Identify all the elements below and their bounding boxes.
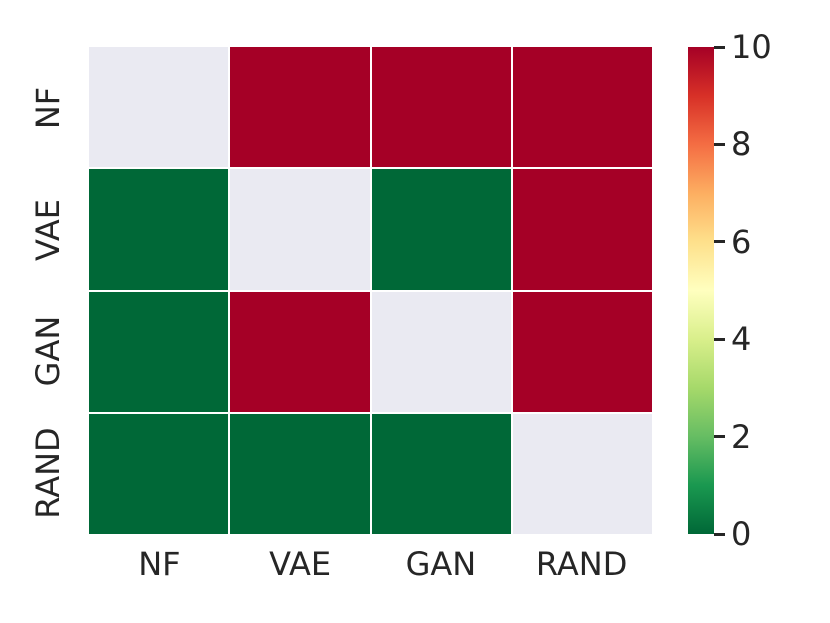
colorbar-tick-mark-2 [714, 435, 725, 439]
colorbar-tick-mark-0 [714, 532, 725, 536]
colorbar-tick-label-2: 2 [731, 417, 752, 456]
heatmap-cell-RAND-RAND [512, 413, 652, 534]
heatmap-cell-NF-NF [89, 47, 229, 168]
heatmap-cell-RAND-VAE [230, 413, 370, 534]
heatmap-cell-RAND-NF [89, 413, 229, 534]
colorbar-tick-mark-10 [714, 45, 725, 49]
heatmap-cell-GAN-GAN [371, 291, 511, 412]
y-tick-label-RAND: RAND [29, 427, 67, 519]
heatmap-cell-VAE-GAN [371, 169, 511, 290]
heatmap-cell-NF-VAE [230, 47, 370, 168]
colorbar-tick-mark-4 [714, 337, 725, 341]
heatmap-cell-GAN-RAND [512, 291, 652, 412]
x-tick-label-VAE: VAE [269, 545, 332, 583]
colorbar-tick-mark-8 [714, 142, 725, 146]
colorbar-tick-mark-6 [714, 240, 725, 244]
y-tick-label-VAE: VAE [29, 198, 67, 261]
colorbar-tick-label-10: 10 [731, 28, 772, 66]
heatmap-cell-VAE-NF [89, 169, 229, 290]
y-tick-label-NF: NF [29, 86, 67, 130]
x-tick-label-RAND: RAND [535, 545, 628, 583]
heatmap-cell-VAE-VAE [230, 169, 370, 290]
colorbar-tick-label-0: 0 [731, 515, 752, 553]
heatmap-grid [89, 47, 652, 534]
heatmap-cell-NF-GAN [371, 47, 511, 168]
colorbar-tick-label-8: 8 [731, 125, 752, 164]
y-tick-label-GAN: GAN [29, 316, 67, 387]
heatmap-cell-GAN-NF [89, 291, 229, 412]
colorbar-tick-label-6: 6 [731, 222, 752, 261]
colorbar-tick-label-4: 4 [731, 320, 752, 359]
x-tick-label-NF: NF [138, 545, 181, 583]
x-tick-label-GAN: GAN [405, 545, 477, 583]
heatmap-cell-NF-RAND [512, 47, 652, 168]
colorbar [688, 47, 714, 534]
heatmap-cell-VAE-RAND [512, 169, 652, 290]
heatmap-cell-GAN-VAE [230, 291, 370, 412]
heatmap-cell-RAND-GAN [371, 413, 511, 534]
